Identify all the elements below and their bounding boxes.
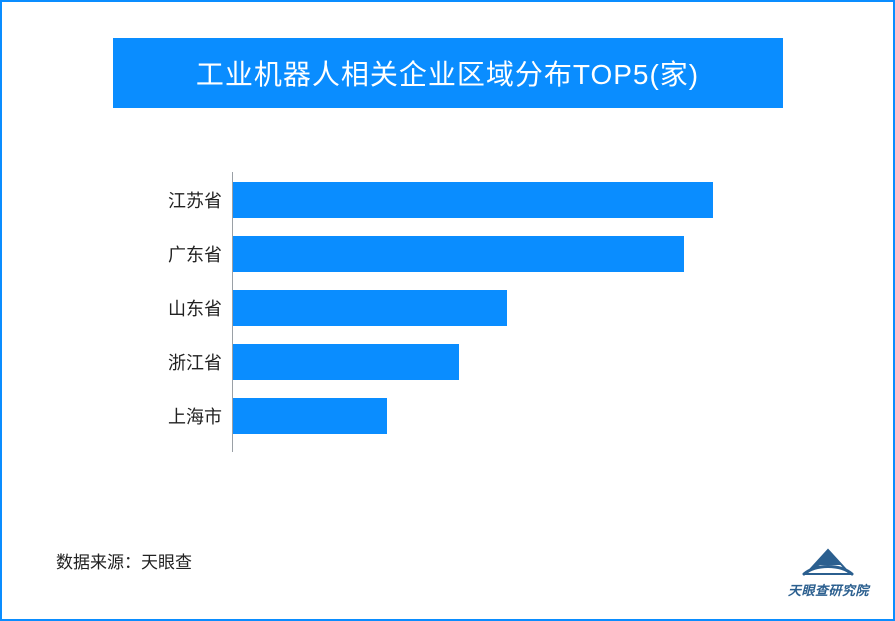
bar-row: 江苏省 [142, 182, 762, 218]
brand-block: 天眼查研究院 [788, 544, 869, 599]
bar-label: 上海市 [142, 403, 222, 429]
chart-title-banner: 工业机器人相关企业区域分布TOP5(家) [113, 38, 783, 108]
bar [233, 236, 684, 272]
bar-label: 浙江省 [142, 349, 222, 375]
chart-area: 江苏省 广东省 山东省 浙江省 上海市 [142, 172, 762, 472]
bar-label: 广东省 [142, 241, 222, 267]
bar [233, 290, 507, 326]
chart-frame: 工业机器人相关企业区域分布TOP5(家) 江苏省 广东省 山东省 浙江省 上海市… [0, 0, 895, 621]
bar-label: 山东省 [142, 295, 222, 321]
bar [233, 344, 459, 380]
brand-logo-icon [802, 544, 854, 578]
bar-row: 广东省 [142, 236, 762, 272]
bar-row: 上海市 [142, 398, 762, 434]
bar [233, 182, 713, 218]
data-source-label: 数据来源：天眼查 [56, 548, 192, 573]
bar-label: 江苏省 [142, 187, 222, 213]
chart-title: 工业机器人相关企业区域分布TOP5(家) [196, 53, 699, 93]
brand-name: 天眼查研究院 [788, 580, 869, 599]
bar-row: 浙江省 [142, 344, 762, 380]
bar-row: 山东省 [142, 290, 762, 326]
bar [233, 398, 387, 434]
